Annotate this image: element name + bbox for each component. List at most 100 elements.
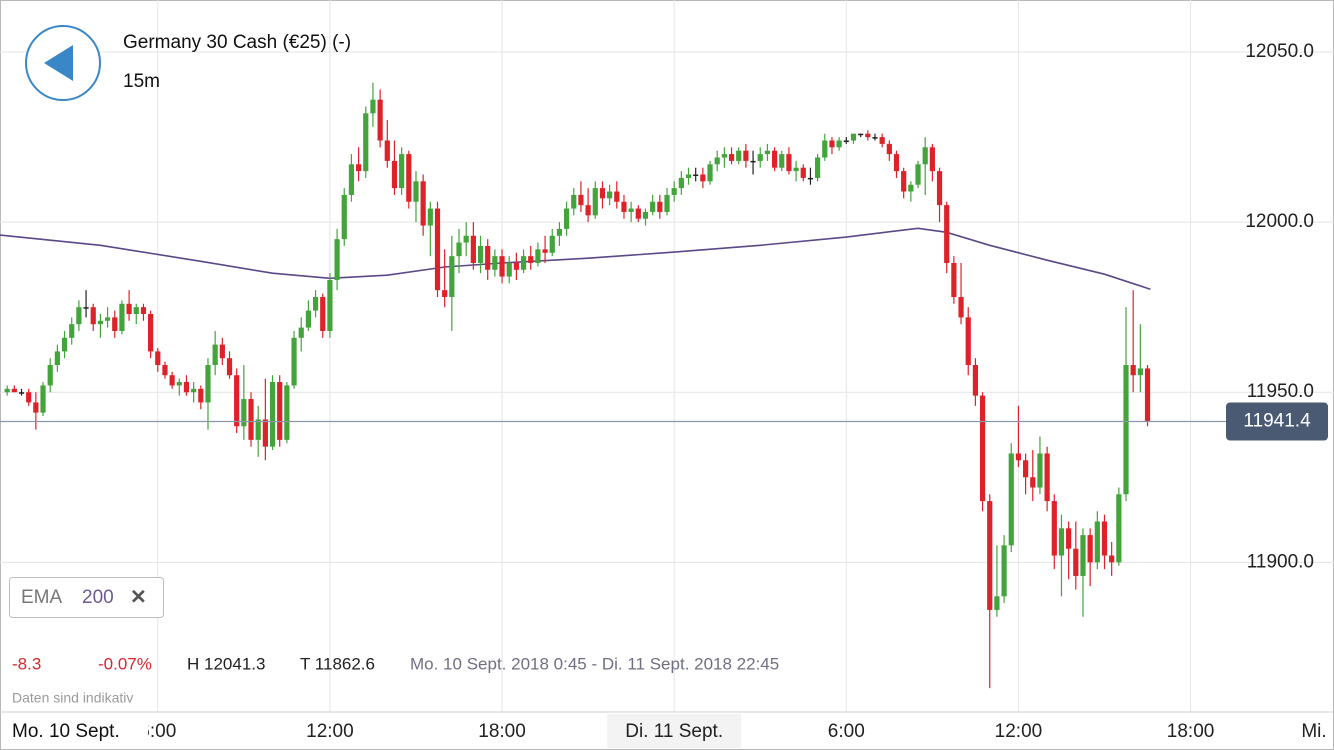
candle-body <box>191 388 197 393</box>
indicator-period: 200 <box>82 587 114 608</box>
candle-body <box>685 174 692 178</box>
candle-body <box>513 262 519 270</box>
candle-body <box>420 181 426 226</box>
candle-body <box>951 262 957 297</box>
timeframe[interactable]: 15m <box>123 71 160 92</box>
high: H 12041.3 <box>187 654 265 673</box>
candle-body <box>850 133 857 141</box>
candle-body <box>348 164 355 195</box>
candle-body <box>528 256 534 263</box>
x-tick-label: 18:00 <box>1167 721 1215 742</box>
candle-body <box>865 133 871 138</box>
candle-body <box>972 365 978 396</box>
candle-body <box>829 140 835 148</box>
back-arrow[interactable] <box>44 45 73 81</box>
candle-body <box>599 188 606 199</box>
candle-body <box>449 256 455 297</box>
plot <box>0 82 1226 689</box>
candle-body <box>987 501 993 610</box>
candle-body <box>384 140 390 161</box>
start-date-bg <box>1 714 148 748</box>
candle-body <box>90 307 96 325</box>
candle-body <box>721 154 727 158</box>
candle-body <box>700 174 706 182</box>
candle-body <box>255 419 261 440</box>
date-tick-bg <box>607 714 742 748</box>
candle-body <box>786 154 792 172</box>
chip-box[interactable] <box>9 577 164 618</box>
candle-body <box>320 296 326 331</box>
candle-body <box>585 205 591 216</box>
candle-body <box>929 147 935 172</box>
candle-body <box>248 399 254 440</box>
candle-body <box>1044 453 1050 502</box>
candle-body <box>291 337 297 386</box>
candle-body <box>54 351 60 366</box>
x-tick-label: 18:00 <box>478 721 526 742</box>
candle-body <box>391 160 398 189</box>
candle-body <box>979 395 986 502</box>
change-pct: -0.07% <box>98 654 152 673</box>
candle-body <box>241 399 247 427</box>
candle-body <box>750 160 756 163</box>
candle-body <box>377 99 383 141</box>
candle-body <box>736 150 742 161</box>
candle-body <box>133 307 139 314</box>
candle-body <box>693 174 699 177</box>
candle-body <box>578 194 584 206</box>
remove-icon[interactable]: ✕ <box>130 586 147 608</box>
candle-body <box>1123 365 1129 495</box>
candle-body <box>714 157 720 165</box>
candle-body <box>872 137 878 139</box>
candle-body <box>40 385 46 413</box>
candle-body <box>1058 528 1065 556</box>
candle-body <box>1023 460 1029 478</box>
candle-body <box>886 143 892 155</box>
candle-body <box>341 194 347 240</box>
candle-body <box>628 208 634 212</box>
candle-body <box>97 320 104 325</box>
candle-body <box>1066 528 1072 549</box>
y-tick-label: 12000.0 <box>1245 211 1314 232</box>
candle-body <box>399 154 405 189</box>
candle-body <box>807 177 814 180</box>
candle-body <box>965 317 971 366</box>
candle-body <box>69 324 75 338</box>
y-tick-label: 12050.0 <box>1245 41 1314 62</box>
candle-body <box>707 164 713 182</box>
candle-body <box>1144 368 1151 422</box>
back-button[interactable] <box>25 25 101 101</box>
candle-body <box>1037 453 1043 488</box>
candle-body <box>33 402 39 413</box>
candle-body <box>442 290 448 297</box>
candle-body <box>556 228 563 236</box>
low: T 11862.6 <box>300 654 375 673</box>
indicator-chip[interactable]: EMA 200 ✕ <box>9 577 164 618</box>
candle-body <box>520 256 527 270</box>
candle-body <box>219 344 225 359</box>
candle-body <box>549 235 555 253</box>
candle-body <box>757 154 763 161</box>
candle-body <box>162 365 168 376</box>
candle-body <box>104 317 111 321</box>
candle-body <box>893 154 900 172</box>
candle-body <box>1015 453 1022 461</box>
candle-body <box>671 188 677 195</box>
candle-body <box>1051 501 1057 556</box>
candle-body <box>657 201 663 212</box>
candle-body <box>112 317 118 331</box>
date-range: Mo. 10 Sept. 2018 0:45 - Di. 11 Sept. 20… <box>410 654 779 673</box>
candle-body <box>944 205 950 263</box>
y-tick-label: 11900.0 <box>1247 551 1314 572</box>
candle-body <box>800 167 806 178</box>
candle-body <box>1101 521 1108 556</box>
candle-body <box>26 392 32 403</box>
candle-body <box>563 208 570 229</box>
candle-body <box>327 279 333 331</box>
ema-line <box>0 227 1151 290</box>
candle-body <box>305 310 311 328</box>
candle-body <box>183 382 190 393</box>
candle-body <box>76 307 82 325</box>
candle-body <box>148 313 154 352</box>
candle-body <box>1130 365 1136 376</box>
